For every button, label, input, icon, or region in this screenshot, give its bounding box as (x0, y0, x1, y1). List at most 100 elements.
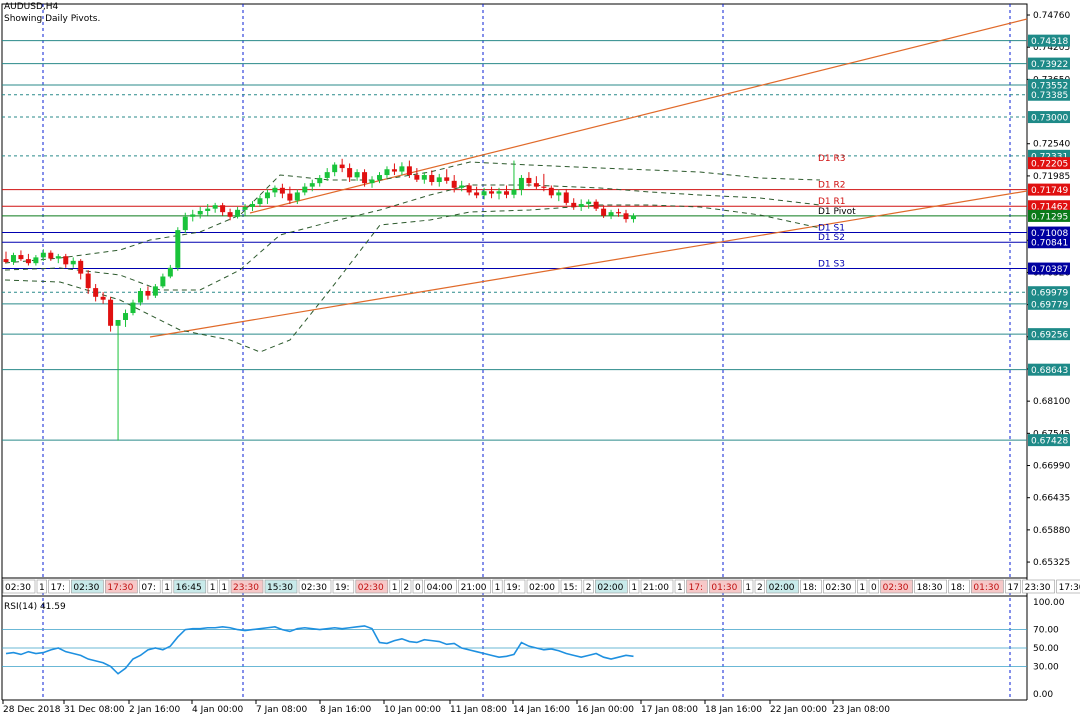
candle-body (205, 208, 211, 211)
time-strip-cell (139, 579, 161, 594)
chart-symbol: AUDUSD,H4 (4, 2, 59, 12)
candle-body (108, 299, 114, 326)
candle-body (152, 286, 158, 296)
candle-body (197, 210, 203, 215)
pivot-label: D1 R3 (818, 154, 846, 164)
time-strip-text: 18: (803, 583, 817, 593)
candle-body (182, 216, 188, 231)
price-label-bg (1028, 34, 1070, 47)
candle-body (93, 288, 99, 297)
candle-body (347, 168, 353, 178)
candle-body (601, 208, 607, 216)
candle-body (235, 209, 241, 217)
time-strip-text: 19: (506, 583, 520, 593)
y-tick-label: 0.66990 (1033, 462, 1070, 472)
time-strip-cell (674, 579, 685, 594)
candle-body (421, 175, 427, 180)
time-strip-text: 04:00 (427, 583, 453, 593)
time-strip-text: 2 (403, 583, 409, 593)
candle-body (279, 187, 285, 194)
candle-body (429, 175, 435, 182)
candle-body (466, 185, 472, 193)
time-strip-cell (640, 579, 674, 594)
time-strip-cell (595, 579, 628, 594)
time-strip-text: 1 (39, 583, 45, 593)
time-strip-cell (71, 579, 104, 594)
x-axis-label: 4 Jan 00:00 (192, 705, 244, 715)
rsi-tick-label: 0.00 (1033, 690, 1053, 700)
price-label: 0.67428 (1031, 437, 1068, 447)
time-strip-cell (48, 579, 70, 594)
x-axis-label: 31 Dec 08:00 (64, 705, 125, 715)
price-label-bg (1028, 79, 1070, 92)
time-strip-text: 17:30 (107, 583, 133, 593)
time-strip-text: 07: (141, 583, 155, 593)
price-label: 0.72205 (1031, 160, 1068, 170)
price-label: 0.70841 (1031, 239, 1068, 249)
candle-body (324, 172, 330, 178)
price-label-bg (1028, 209, 1070, 222)
time-strip-cell (1022, 579, 1055, 594)
x-axis-label: 2 Jan 16:00 (129, 705, 181, 715)
candle-body (399, 166, 405, 172)
candle-body (302, 186, 308, 193)
price-label-bg (1028, 286, 1070, 299)
time-strip-text: 1 (210, 583, 216, 593)
y-tick-label: 0.74205 (1033, 43, 1070, 53)
candle-body (257, 198, 263, 205)
time-strip-text: 17:30 (1059, 583, 1080, 593)
price-label-bg (1028, 157, 1070, 170)
candle-body (287, 193, 293, 201)
candle-body (548, 187, 554, 196)
price-label: 0.71462 (1031, 203, 1068, 213)
time-strip-cell (914, 579, 947, 594)
candle-body (526, 177, 532, 184)
band-lower (4, 204, 821, 353)
time-strip-text: 15: (563, 583, 577, 593)
time-strip-text: 02:00 (529, 583, 555, 593)
candle-body (414, 175, 420, 180)
time-strip-text: 1 (745, 583, 751, 593)
price-label-bg (1028, 236, 1070, 249)
time-strip-text: 2 (757, 583, 763, 593)
time-strip-cell (503, 579, 526, 594)
candle-body (436, 177, 442, 182)
candle-body (100, 296, 106, 300)
price-label: 0.68643 (1031, 366, 1068, 376)
candle-body (459, 185, 465, 188)
price-label: 0.73922 (1031, 60, 1068, 70)
price-label-bg (1028, 200, 1070, 213)
x-axis-label: 22 Jan 00:00 (770, 705, 827, 715)
price-label: 0.73000 (1031, 114, 1068, 124)
time-strip-cell (36, 579, 47, 594)
candle-body (242, 206, 248, 210)
candle-body (48, 252, 54, 259)
time-strip-cell (868, 579, 879, 594)
time-strip-cell (857, 579, 868, 594)
candle-body (578, 204, 584, 207)
time-strip-cell (173, 579, 207, 594)
candle-body (474, 192, 480, 196)
candle-body (496, 191, 502, 194)
candle-body (518, 177, 524, 190)
time-strip-text: 02:30 (5, 583, 31, 593)
pivot-label: D1 S3 (818, 260, 845, 270)
candle-body (616, 212, 622, 214)
price-label-bg (1028, 183, 1070, 196)
candle-body (85, 273, 91, 289)
time-strip-text: 1 (677, 583, 683, 593)
time-strip-cell (709, 579, 742, 594)
time-strip-text: 15:30 (267, 583, 293, 593)
y-tick-label: 0.72540 (1033, 140, 1070, 150)
time-strip-cell (219, 579, 230, 594)
time-strip-text: 1 (221, 583, 227, 593)
time-strip-cell (492, 579, 503, 594)
time-strip-cell (458, 579, 491, 594)
price-label: 0.71008 (1031, 229, 1068, 239)
price-label: 0.74318 (1031, 37, 1068, 47)
candle-body (377, 175, 382, 180)
candle-body (481, 191, 487, 196)
candle-body (391, 169, 397, 172)
time-strip-cell (629, 579, 640, 594)
